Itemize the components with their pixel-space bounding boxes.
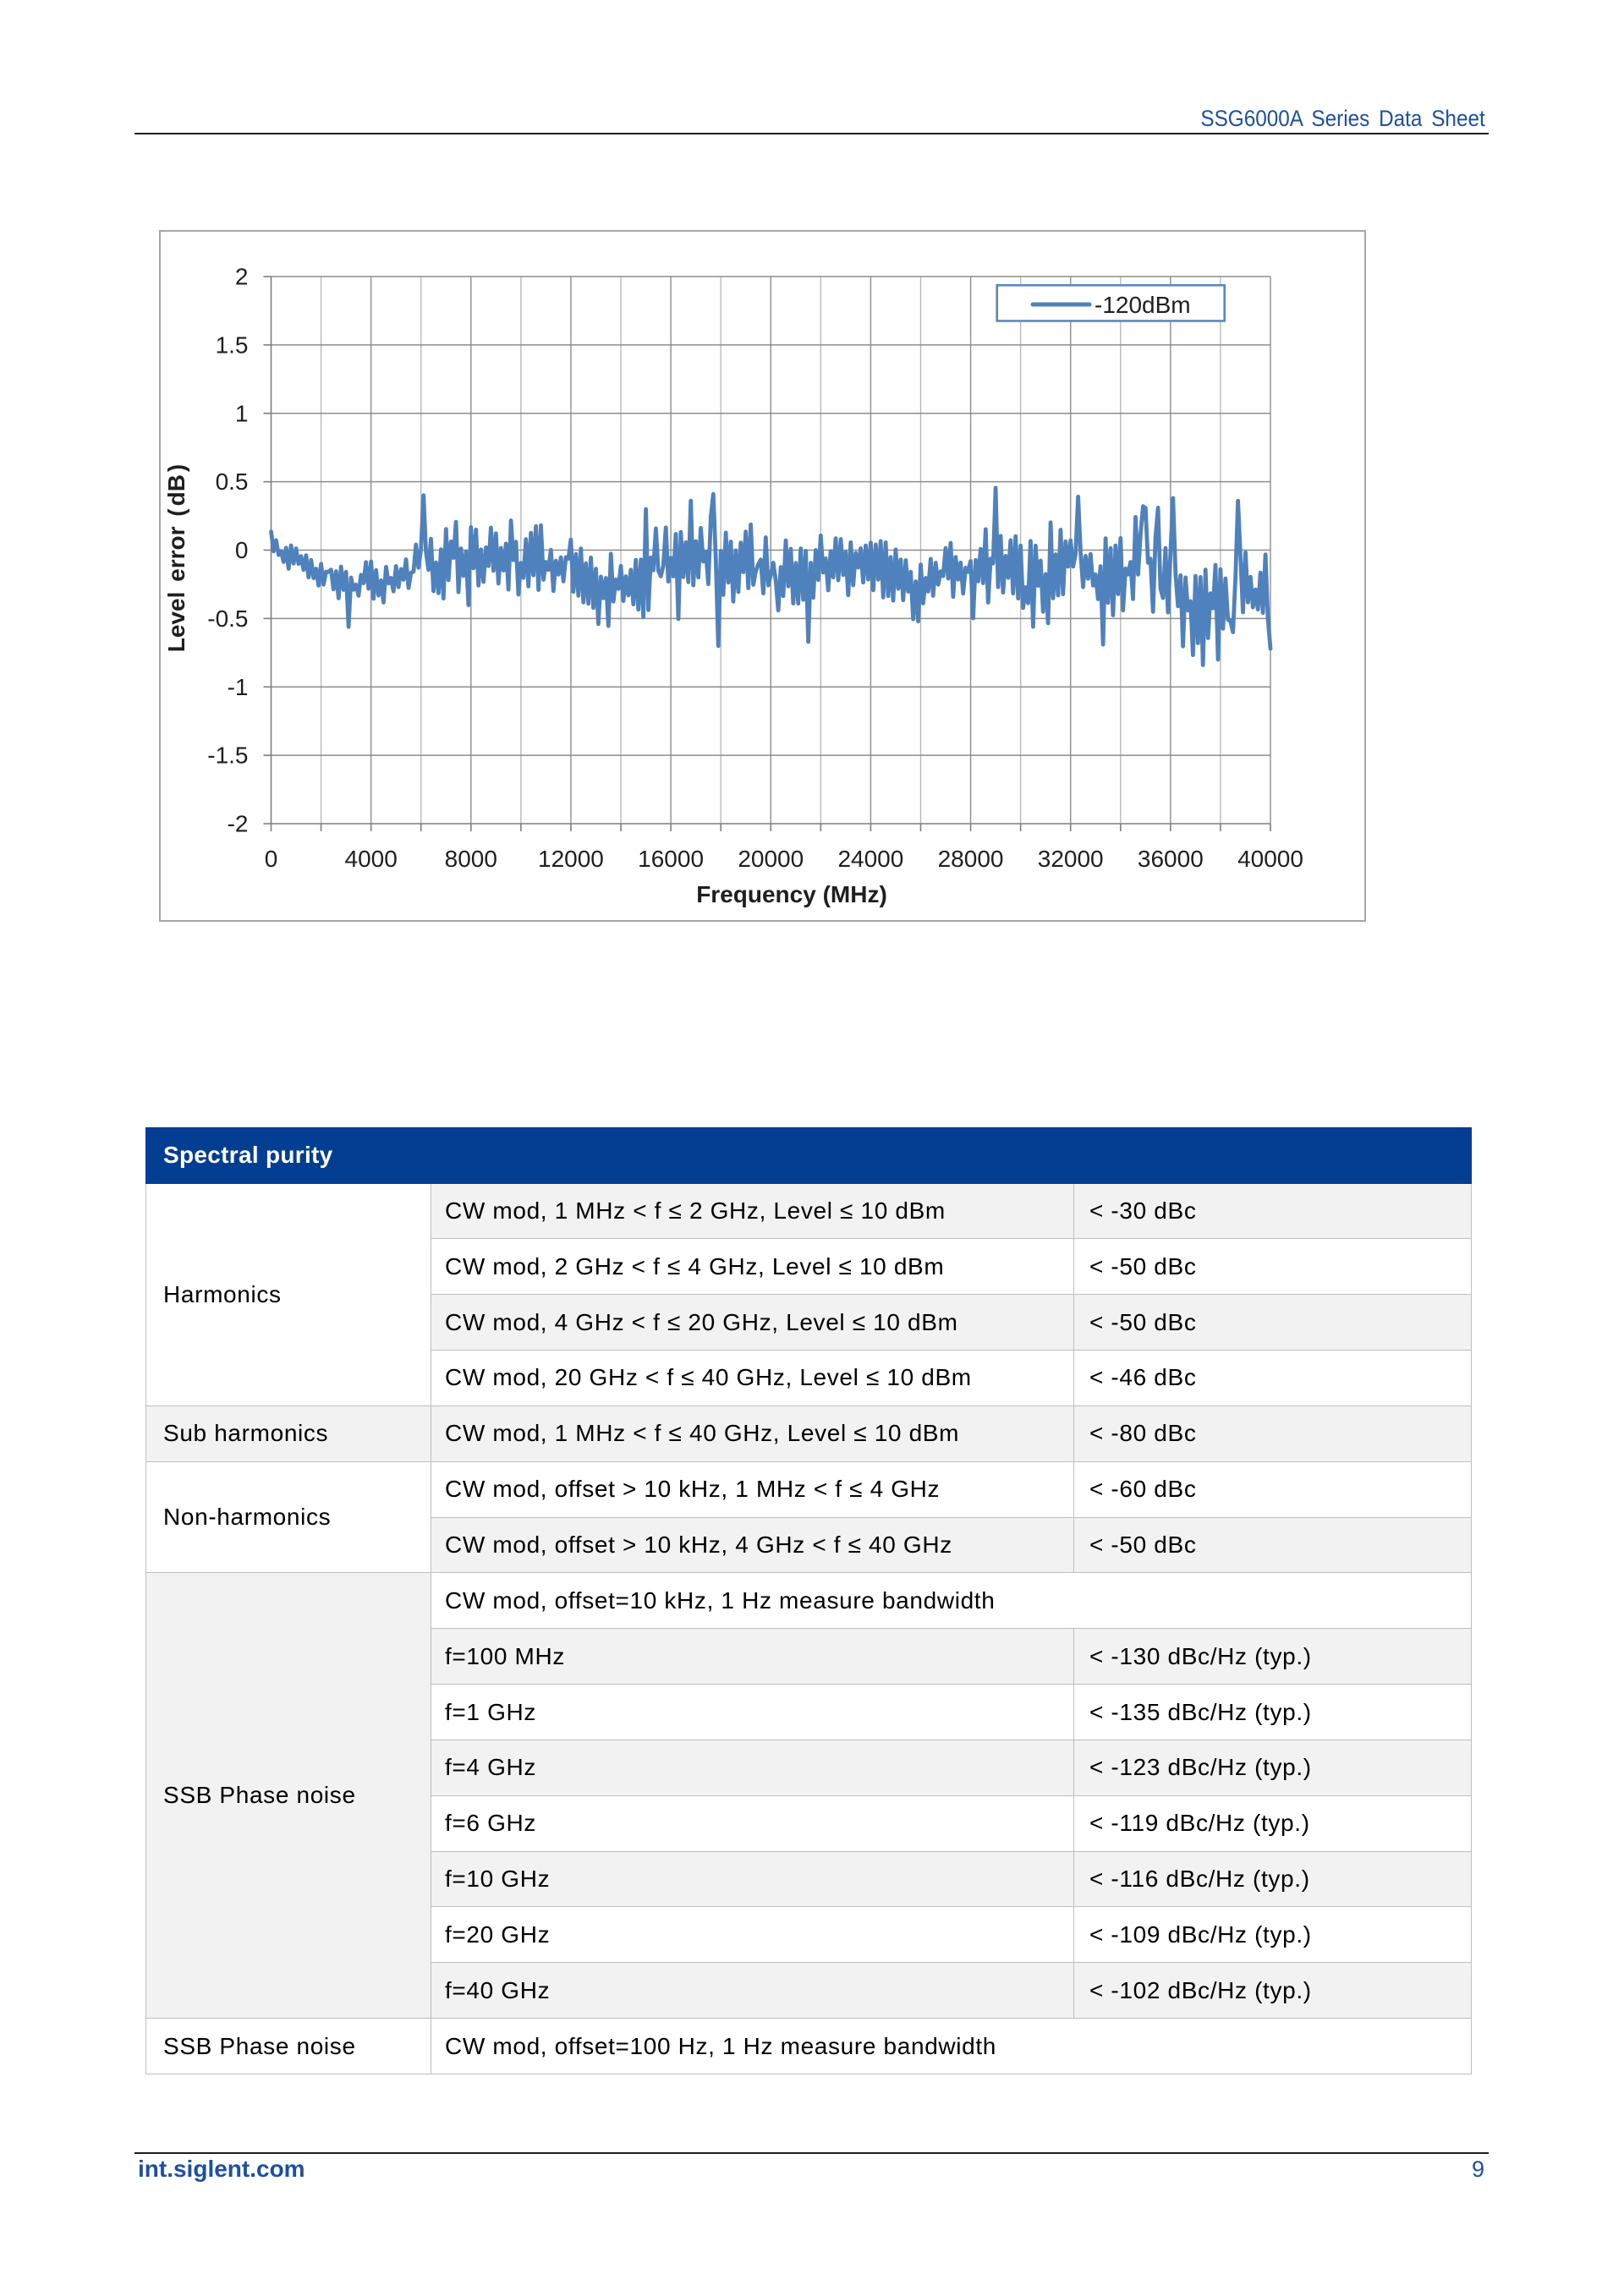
- svg-text:-0.5: -0.5: [207, 606, 248, 632]
- svg-text:16000: 16000: [638, 846, 704, 872]
- svg-text:2: 2: [235, 264, 249, 290]
- svg-text:4000: 4000: [345, 846, 398, 872]
- svg-text:-1: -1: [228, 674, 249, 700]
- svg-text:8000: 8000: [445, 846, 497, 872]
- svg-text:-1.5: -1.5: [207, 743, 248, 769]
- svg-text:1: 1: [235, 400, 249, 426]
- svg-text:20000: 20000: [738, 846, 804, 872]
- svg-text:28000: 28000: [938, 846, 1004, 872]
- svg-text:Level error (dB): Level error (dB): [163, 464, 189, 653]
- svg-text:-120dBm: -120dBm: [1095, 292, 1191, 318]
- svg-text:0: 0: [235, 537, 249, 563]
- svg-text:-2: -2: [228, 811, 249, 837]
- svg-text:Frequency (MHz): Frequency (MHz): [696, 881, 887, 907]
- svg-text:0: 0: [265, 846, 278, 872]
- svg-text:1.5: 1.5: [216, 332, 249, 358]
- svg-text:24000: 24000: [837, 846, 903, 872]
- svg-text:40000: 40000: [1237, 846, 1303, 872]
- svg-text:0.5: 0.5: [216, 469, 249, 495]
- svg-text:36000: 36000: [1138, 846, 1204, 872]
- svg-text:12000: 12000: [538, 846, 604, 872]
- svg-text:32000: 32000: [1038, 846, 1104, 872]
